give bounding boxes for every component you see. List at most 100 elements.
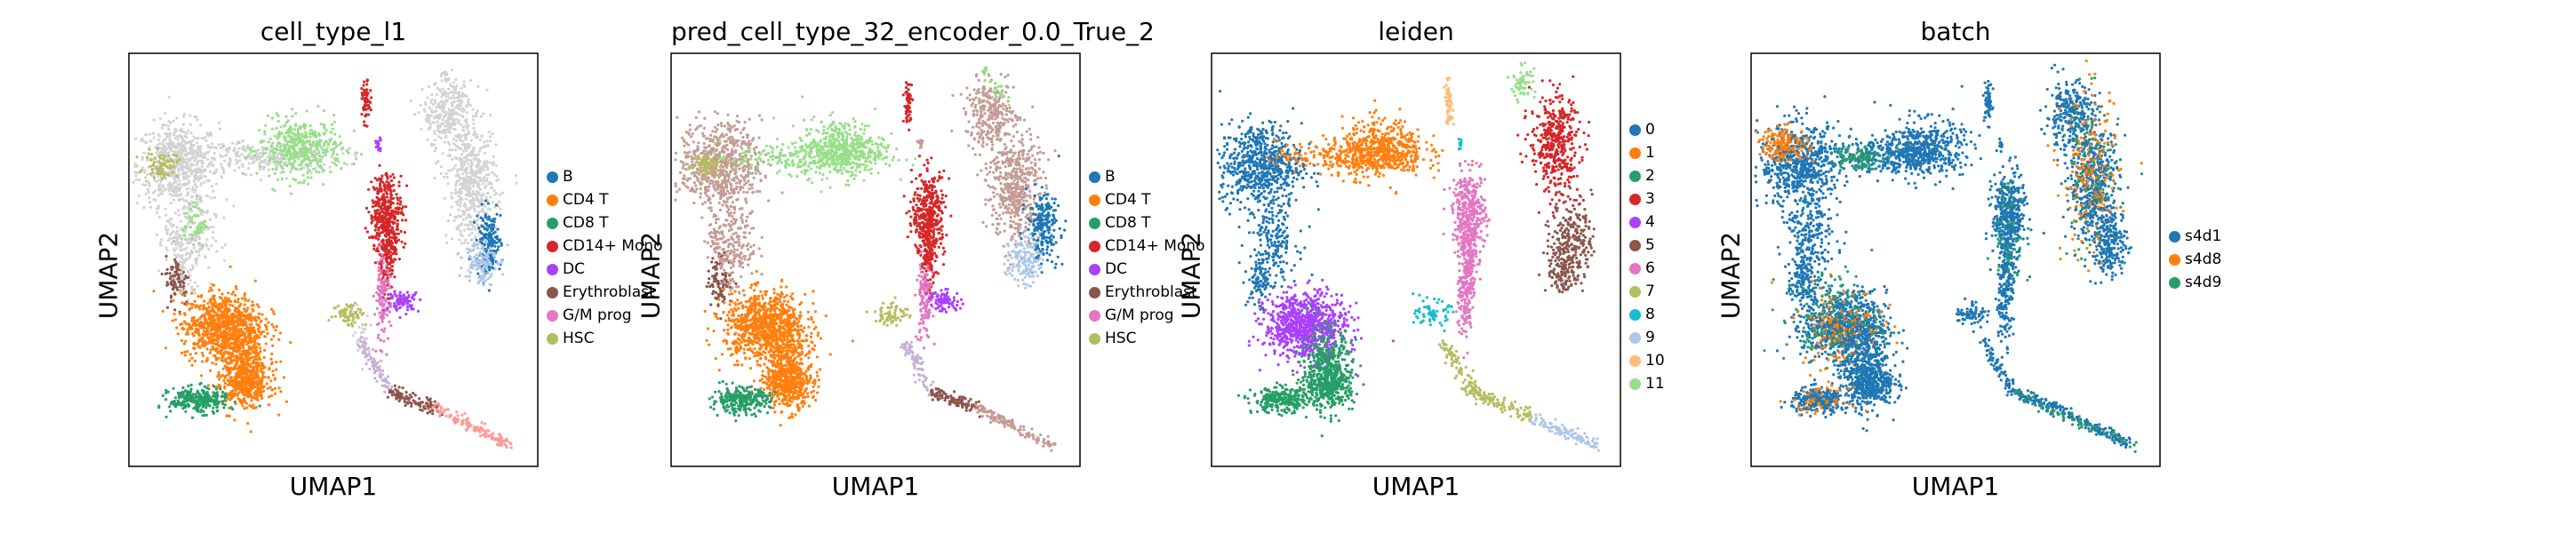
data-point [188, 241, 192, 244]
data-point [186, 402, 190, 406]
data-point [345, 149, 348, 153]
data-point [233, 147, 236, 150]
data-point [249, 365, 252, 369]
data-point [271, 187, 275, 191]
data-point [388, 301, 391, 305]
data-point [389, 241, 394, 244]
data-point [430, 98, 434, 101]
data-point [377, 202, 380, 205]
data-point [218, 314, 221, 318]
data-point [195, 163, 198, 167]
data-point [395, 308, 398, 312]
data-point [398, 290, 402, 294]
data-point [142, 206, 146, 210]
data-point [264, 158, 268, 162]
data-point [170, 267, 173, 271]
data-point [246, 146, 250, 149]
data-point [176, 135, 180, 139]
data-point [461, 125, 466, 129]
data-point [307, 139, 310, 143]
data-point [494, 143, 498, 147]
data-point [381, 226, 385, 229]
data-point [329, 131, 332, 134]
data-point [221, 402, 225, 406]
data-point [160, 163, 164, 166]
data-point [198, 307, 202, 311]
data-point [446, 126, 450, 130]
data-point [451, 122, 454, 125]
data-point [215, 168, 219, 171]
data-point [165, 267, 169, 271]
data-point [226, 344, 229, 347]
data-point [215, 347, 220, 351]
data-point [202, 389, 205, 393]
data-point [229, 366, 233, 370]
data-point [172, 158, 177, 162]
data-point [392, 233, 396, 236]
data-point [276, 114, 280, 117]
data-point [257, 390, 260, 394]
data-point [168, 131, 172, 135]
data-point [144, 184, 148, 187]
data-point [174, 180, 178, 184]
data-point [374, 236, 378, 240]
data-point [185, 211, 188, 215]
data-point [186, 350, 189, 354]
data-point [175, 288, 180, 291]
data-point [220, 348, 224, 352]
data-point [243, 294, 246, 298]
data-point [240, 153, 244, 156]
data-point [206, 179, 210, 182]
data-point [219, 352, 222, 355]
data-point [168, 277, 172, 281]
data-point [219, 154, 222, 157]
data-point [180, 260, 184, 264]
data-point [290, 153, 293, 156]
data-point [433, 139, 436, 142]
data-point [294, 112, 298, 115]
data-point [363, 80, 366, 84]
data-point [253, 346, 257, 349]
data-point [271, 141, 275, 145]
data-point [402, 302, 405, 306]
data-point [240, 382, 244, 386]
data-point [207, 306, 212, 309]
data-point [300, 160, 303, 163]
data-point [161, 191, 164, 195]
data-point [206, 402, 210, 406]
data-point [196, 118, 199, 122]
data-point [236, 375, 239, 378]
data-point [432, 115, 436, 119]
data-point [205, 311, 209, 314]
data-point [474, 198, 477, 202]
data-point [277, 161, 281, 164]
data-point [448, 142, 452, 147]
data-point [220, 316, 224, 320]
data-point [313, 130, 316, 133]
data-point [236, 150, 240, 154]
data-point [182, 175, 186, 179]
data-point [367, 211, 371, 214]
data-point [270, 127, 275, 131]
data-point [315, 170, 318, 173]
data-point [223, 381, 227, 385]
data-point [447, 96, 451, 99]
data-point [213, 319, 217, 322]
data-point [166, 390, 170, 394]
data-point [196, 345, 200, 348]
data-point [323, 163, 326, 166]
data-point [241, 333, 244, 338]
data-point [182, 312, 187, 315]
data-point [268, 368, 271, 371]
data-point [351, 304, 355, 307]
data-point [472, 157, 476, 161]
data-point [196, 154, 200, 157]
data-point [202, 403, 205, 407]
data-point [241, 163, 244, 166]
data-point [162, 172, 165, 176]
data-point [200, 344, 204, 347]
data-point [168, 138, 172, 141]
data-point [253, 279, 257, 282]
data-point [422, 107, 426, 111]
data-point [392, 183, 396, 187]
